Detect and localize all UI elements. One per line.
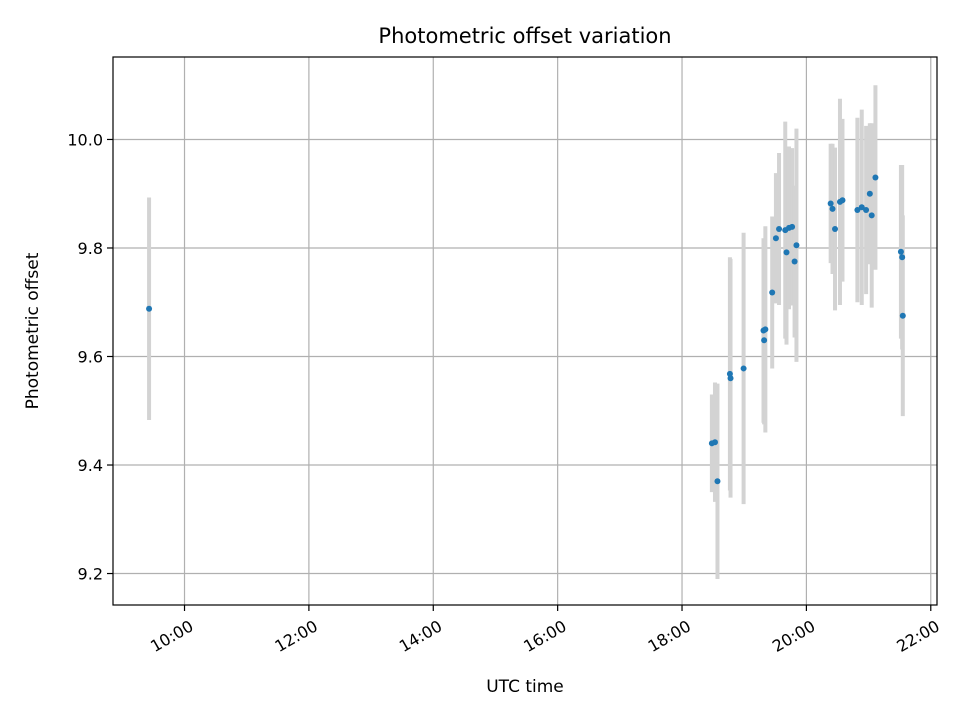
- y-tick-label: 9.2: [78, 565, 103, 584]
- data-point: [827, 200, 834, 207]
- data-point: [789, 223, 796, 230]
- data-point: [711, 439, 718, 446]
- data-point: [146, 305, 153, 312]
- data-point: [872, 174, 879, 181]
- y-tick-label: 9.6: [78, 348, 103, 367]
- data-point: [899, 254, 906, 261]
- data-point: [761, 337, 768, 344]
- data-point: [793, 242, 800, 249]
- data-point: [740, 365, 747, 372]
- data-point: [769, 289, 776, 296]
- data-point: [897, 248, 904, 255]
- plot-area: [112, 56, 938, 606]
- data-point: [858, 204, 865, 211]
- data-point: [783, 249, 790, 256]
- grid: [113, 57, 937, 605]
- data-point: [714, 478, 721, 485]
- data-points: [146, 174, 906, 485]
- y-tick-label: 10.0: [67, 130, 103, 149]
- data-point: [727, 375, 734, 382]
- x-axis-label: UTC time: [486, 677, 564, 697]
- y-axis: 9.2 9.4 9.6 9.8 10.0: [67, 130, 113, 584]
- data-point: [832, 225, 839, 232]
- data-point: [839, 197, 846, 204]
- data-point: [868, 212, 875, 219]
- data-point: [776, 225, 783, 232]
- y-tick-label: 9.8: [78, 239, 103, 258]
- data-point: [899, 312, 906, 319]
- y-axis-label: Photometric offset: [23, 252, 43, 409]
- data-point: [863, 207, 870, 214]
- data-point: [829, 205, 836, 212]
- data-point: [791, 258, 798, 265]
- chart-title: Photometric offset variation: [378, 24, 671, 48]
- data-point: [772, 235, 779, 242]
- y-tick-label: 9.4: [78, 456, 103, 475]
- data-point: [762, 326, 769, 333]
- data-point: [854, 207, 861, 214]
- data-point: [866, 190, 873, 197]
